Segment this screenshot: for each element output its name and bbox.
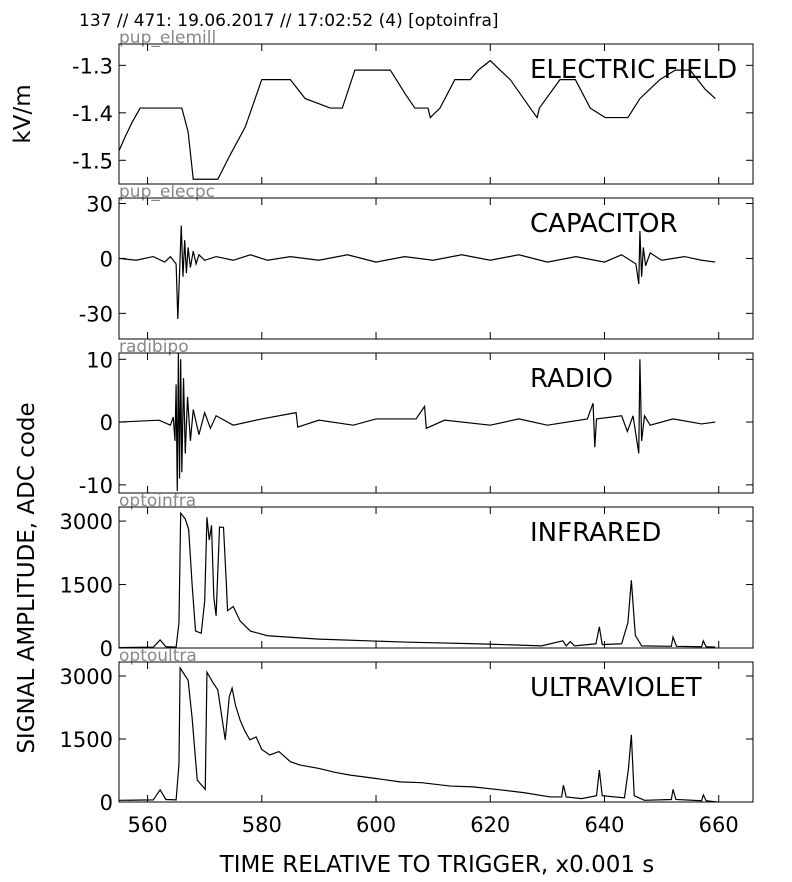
- y-tick-label: 0: [100, 247, 113, 271]
- panel-label: ELECTRIC FIELD: [530, 55, 737, 85]
- y-tick-label: 3000: [60, 665, 113, 689]
- y-tick-label: 1500: [60, 728, 113, 752]
- panel-name: optoinfra: [119, 491, 196, 511]
- plot-frame: [118, 661, 754, 803]
- panel-name: pup_elemill: [119, 28, 216, 48]
- plot-frame: [118, 506, 754, 649]
- x-tick-label: 620: [470, 813, 510, 837]
- y-tick-label: 0: [100, 411, 113, 435]
- y-tick-label: 0: [100, 791, 113, 815]
- x-axis-label: TIME RELATIVE TO TRIGGER, x0.001 s: [219, 852, 655, 878]
- plot-frame: [118, 197, 754, 340]
- panel-name: optoultra: [119, 646, 197, 666]
- y-tick-label: 1500: [60, 574, 113, 598]
- plot-frame: [118, 43, 754, 185]
- panel-name: radibipo: [119, 337, 189, 357]
- signal-line: [119, 511, 716, 648]
- y-tick-label: 0: [100, 637, 113, 661]
- y-tick-label: -1.5: [72, 149, 113, 173]
- signal-line: [119, 666, 718, 802]
- panel-label: CAPACITOR: [530, 209, 678, 239]
- y-tick-label: -1.3: [72, 54, 113, 78]
- y-axis-label: kV/m: [10, 84, 36, 143]
- header: 137 // 471: 19.06.2017 // 17:02:52 (4) […: [79, 11, 499, 31]
- signal-line: [119, 59, 716, 180]
- signal-line: [119, 353, 716, 492]
- signal-line: [119, 225, 716, 319]
- y-axis-label: SIGNAL AMPLITUDE, ADC code: [14, 402, 40, 753]
- y-tick-label: -10: [79, 474, 113, 498]
- x-tick-label: 660: [699, 813, 739, 837]
- x-tick-label: 580: [242, 813, 282, 837]
- panel-label: ULTRAVIOLET: [530, 673, 702, 703]
- panel-name: pup_elecpc: [119, 182, 215, 202]
- panel-label: INFRARED: [530, 518, 661, 548]
- y-tick-label: -1.4: [72, 102, 113, 126]
- y-tick-label: 10: [86, 348, 113, 372]
- y-tick-label: 30: [86, 192, 113, 216]
- y-tick-label: -30: [79, 302, 113, 326]
- panel-label: RADIO: [530, 364, 613, 394]
- y-tick-label: 3000: [60, 510, 113, 534]
- x-tick-label: 600: [356, 813, 396, 837]
- plot-frame: [118, 352, 754, 494]
- x-tick-label: 640: [584, 813, 624, 837]
- x-tick-label: 560: [128, 813, 168, 837]
